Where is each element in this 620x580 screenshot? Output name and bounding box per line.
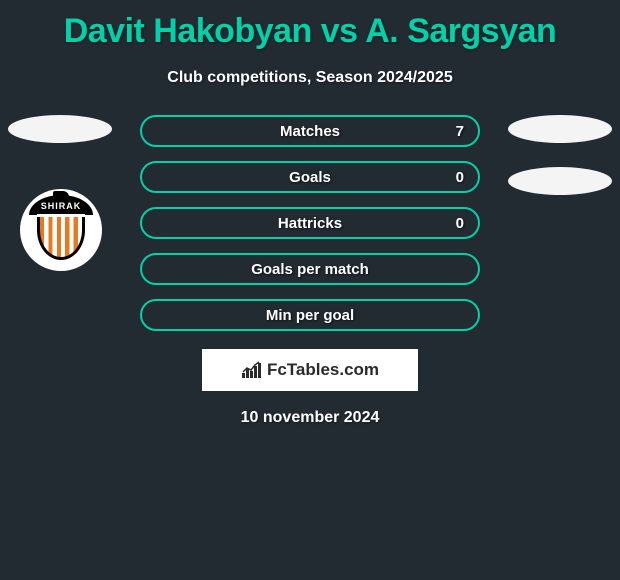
stat-bars: Matches 7 Goals 0 Hattricks 0 Goals per … (140, 115, 480, 331)
badge-shield-icon (37, 214, 85, 260)
player-right-placeholder-1 (508, 115, 612, 143)
player-right-placeholder-2 (508, 167, 612, 195)
stat-value: 0 (456, 215, 464, 232)
club-badge-left: SHIRAK (20, 189, 102, 271)
stat-bar-hattricks: Hattricks 0 (140, 207, 480, 239)
stat-bar-goals-per-match: Goals per match (140, 253, 480, 285)
stat-label: Goals (289, 169, 331, 186)
page-subtitle: Club competitions, Season 2024/2025 (0, 69, 620, 87)
stat-value: 7 (456, 123, 464, 140)
player-left-placeholder (8, 115, 112, 143)
stat-bar-matches: Matches 7 (140, 115, 480, 147)
stat-bar-goals: Goals 0 (140, 161, 480, 193)
stat-label: Min per goal (266, 307, 354, 324)
stat-label: Goals per match (251, 261, 369, 278)
stat-label: Matches (280, 123, 340, 140)
badge-text: SHIRAK (41, 201, 82, 211)
stat-bar-min-per-goal: Min per goal (140, 299, 480, 331)
page-title: Davit Hakobyan vs A. Sargsyan (0, 0, 620, 51)
stat-value: 0 (456, 169, 464, 186)
comparison-area: SHIRAK Matches 7 Goals 0 Hattricks 0 Goa… (0, 115, 620, 427)
fctables-attribution: FcTables.com (202, 349, 418, 391)
badge-horse-icon (53, 191, 69, 199)
generation-date: 10 november 2024 (0, 409, 620, 427)
badge-arc: SHIRAK (29, 195, 93, 215)
fctables-text: FcTables.com (267, 360, 379, 380)
bars-chart-icon (241, 361, 263, 379)
stat-label: Hattricks (278, 215, 342, 232)
